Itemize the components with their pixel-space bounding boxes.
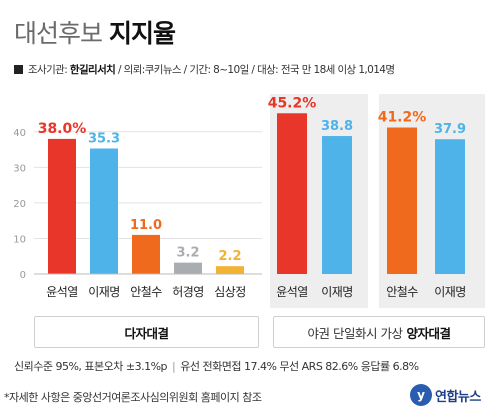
yonhap-logo-icon: y <box>410 384 432 406</box>
data-label: 38.0% <box>38 121 87 137</box>
y-tick-label: 10 <box>13 234 26 245</box>
footer-right: 유선 전화면접 17.4% 무선 ARS 82.6% 응답률 6.8% <box>180 360 418 373</box>
data-label: 35.3 <box>88 131 120 146</box>
category-label: 안철수 <box>130 285 162 299</box>
bar <box>216 266 244 274</box>
y-tick-label: 30 <box>13 163 26 174</box>
multi-candidate-caption: 다자대결 <box>34 316 259 348</box>
category-label: 윤석열 <box>46 285 78 299</box>
methodology-footer: 신뢰수준 95%, 표본오차 ±3.1%p | 유선 전화면접 17.4% 무선 A… <box>14 358 419 374</box>
poll-chart: 0 10 20 30 40 38.0% 윤석열 35.3 이재명 11.0 안철수 3.2 허경영 2.2… <box>0 80 500 310</box>
category-label: 심상정 <box>214 285 246 299</box>
data-label: 37.9 <box>434 122 466 137</box>
y-tick-label: 0 <box>20 270 26 281</box>
caption-right-plain: 야권 단일화시 가상 <box>308 323 403 342</box>
yonhap-logo: y 연합뉴스 <box>410 384 481 406</box>
bar <box>322 136 352 274</box>
footnote: *자세한 사항은 중앙선거여론조사심의위원회 홈페이지 참조 <box>4 389 261 405</box>
category-label: 이재명 <box>434 285 466 299</box>
bar <box>132 235 160 274</box>
data-label: 3.2 <box>176 246 199 261</box>
category-label: 허경영 <box>172 285 204 299</box>
bar <box>48 139 76 274</box>
bar <box>277 113 307 274</box>
square-bullet-icon <box>14 65 23 74</box>
bar <box>435 139 465 274</box>
category-label: 이재명 <box>88 285 120 299</box>
data-label: 11.0 <box>130 218 162 233</box>
caption-right-bold: 양자대결 <box>406 323 450 342</box>
data-label: 2.2 <box>218 249 241 264</box>
bar <box>174 263 202 274</box>
footer-separator: | <box>172 360 175 373</box>
y-tick-label: 20 <box>13 199 26 210</box>
category-label: 안철수 <box>386 285 418 299</box>
two-way-caption: 야권 단일화시 가상 양자대결 <box>273 316 485 348</box>
yonhap-logo-text: 연합뉴스 <box>435 386 481 405</box>
bar <box>90 148 118 274</box>
survey-prefix: 조사기관: <box>28 64 70 76</box>
survey-details: / 의뢰:쿠키뉴스 / 기간: 8~10일 / 대상: 전국 만 18세 이상 … <box>115 64 394 76</box>
footer-left: 신뢰수준 95%, 표본오차 ±3.1%p <box>14 360 167 373</box>
bar <box>387 128 417 274</box>
title-bold: 지지율 <box>109 19 175 48</box>
data-label: 41.2% <box>378 110 427 126</box>
data-label: 38.8 <box>321 119 353 134</box>
caption-left-text: 다자대결 <box>124 323 168 342</box>
y-tick-label: 40 <box>13 128 26 139</box>
category-label: 이재명 <box>321 285 353 299</box>
survey-info: 조사기관: 한길리서치 / 의뢰:쿠키뉴스 / 기간: 8~10일 / 대상: … <box>14 62 394 77</box>
data-label: 45.2% <box>268 95 317 111</box>
survey-org: 한길리서치 <box>70 64 115 76</box>
category-label: 윤석열 <box>276 285 308 299</box>
page-title: 대선후보 지지율 <box>14 14 175 50</box>
title-light: 대선후보 <box>14 19 109 48</box>
